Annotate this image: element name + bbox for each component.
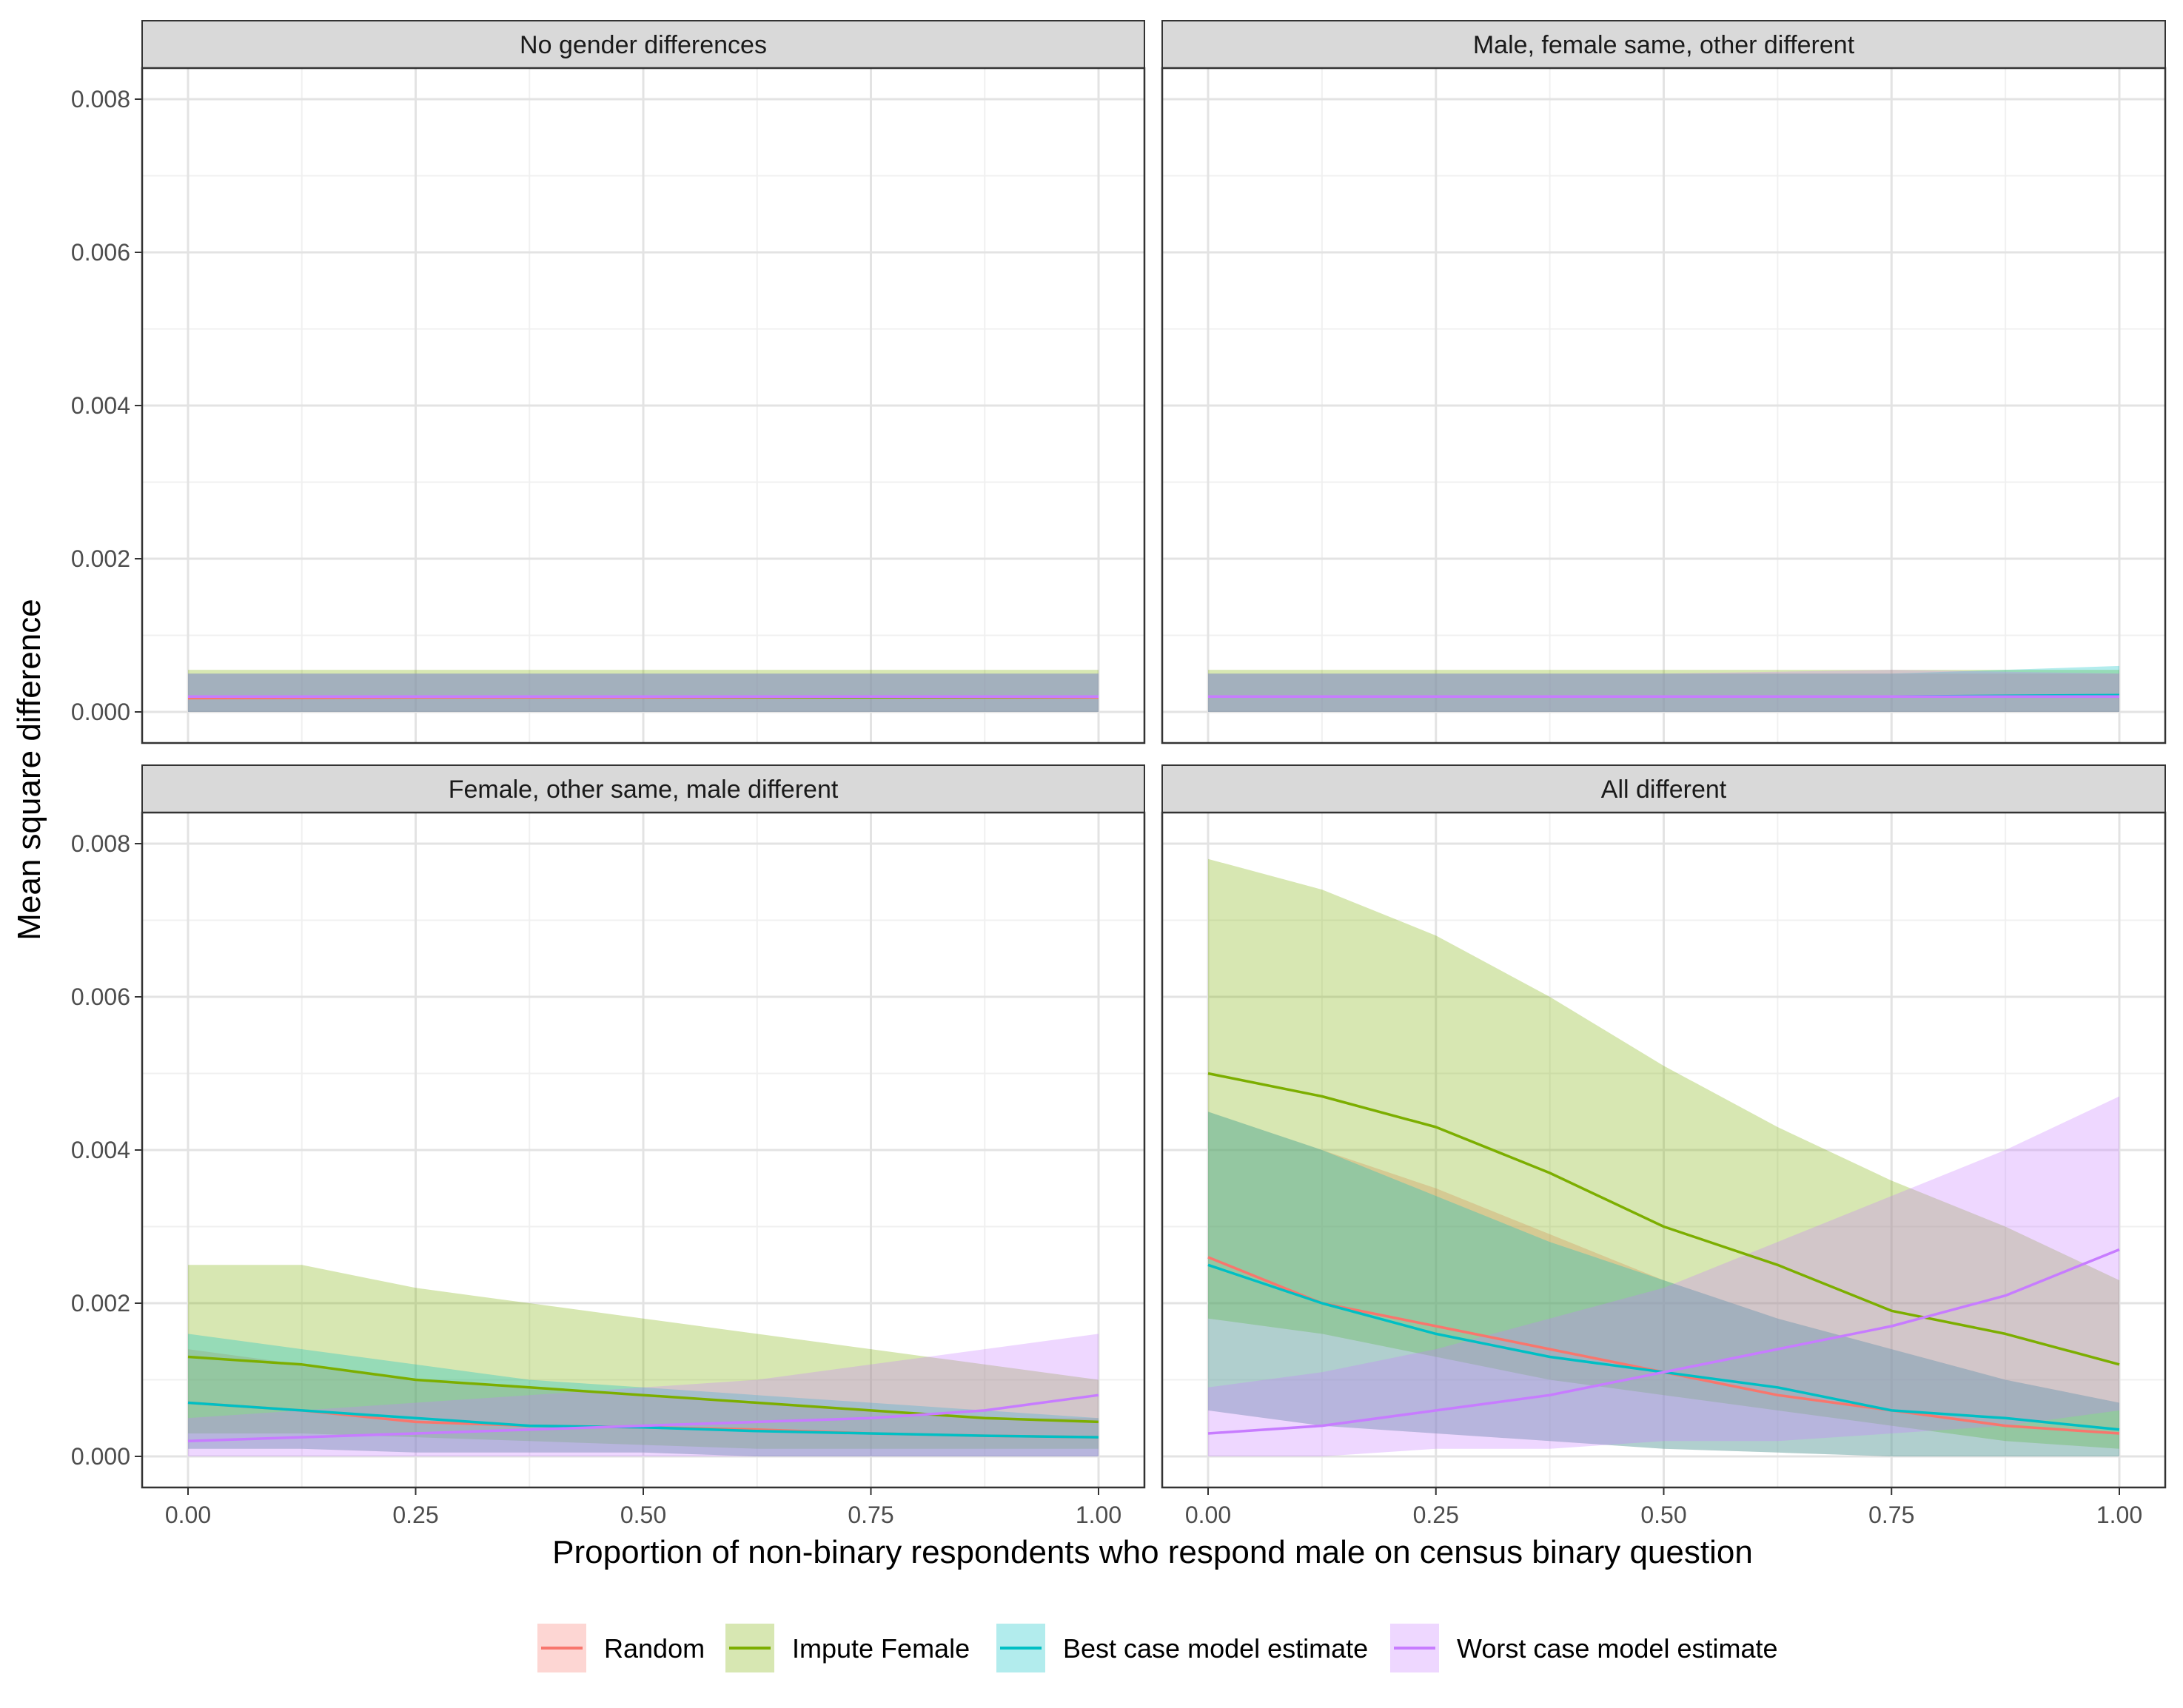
y-tick-label: 0.004: [71, 1137, 130, 1163]
ribbon-worst-case-model-estimate: [188, 673, 1099, 712]
x-tick-label: 1.00: [2096, 1502, 2142, 1528]
y-tick-label: 0.002: [71, 545, 130, 572]
ribbon-worst-case-model-estimate: [1208, 670, 2119, 712]
ribbon-random: [188, 673, 1099, 712]
x-tick-label: 0.50: [1640, 1502, 1686, 1528]
legend-item-random: Random: [537, 1624, 705, 1672]
y-tick-label: 0.008: [71, 830, 130, 857]
ribbon-impute-female: [1208, 670, 2119, 712]
facet-panel-all-different: All different 0.00 0.25 0.50 0.75 1.00: [1161, 764, 2167, 1528]
ribbon-best-case-model-estimate: [1208, 1112, 2119, 1456]
ribbon-best-case-model-estimate: [1208, 665, 2119, 712]
panel-border: [1161, 67, 2167, 744]
facet-panel-no-gender-differences: No gender differences 0.000 0.002 0.004 0.00…: [71, 20, 1146, 744]
x-tick-label: 0.50: [620, 1502, 666, 1528]
facet-strip-title: All different: [1601, 776, 1727, 804]
x-tick-label: 0.25: [392, 1502, 438, 1528]
facet-strip-title: No gender differences: [520, 31, 767, 59]
legend-label: Random: [604, 1633, 705, 1664]
y-tick-label: 0.006: [71, 984, 130, 1010]
x-tick-label: 1.00: [1076, 1502, 1121, 1528]
y-tick-label: 0.006: [71, 239, 130, 266]
gridlines: [142, 813, 1144, 1487]
x-tick-label: 0.25: [1413, 1502, 1459, 1528]
gridlines: [142, 68, 1144, 743]
ribbon-impute-female: [188, 1265, 1099, 1449]
y-tick-label: 0.000: [71, 699, 130, 725]
gridlines: [1162, 68, 2165, 743]
series-line-worst-case-model-estimate: [1207, 1248, 2120, 1435]
x-axis-title: Proportion of non-binary respondents who…: [552, 1534, 1753, 1570]
legend-item-impute-female: Impute Female: [725, 1624, 970, 1672]
facet-strip-title: Female, other same, male different: [449, 776, 839, 804]
chart-legend: Random Impute Female Best case model estim…: [537, 1624, 1778, 1672]
legend-label: Impute Female: [792, 1633, 970, 1664]
ribbon-random: [188, 1349, 1099, 1456]
ribbon-random: [1208, 673, 2119, 712]
legend-label: Worst case model estimate: [1457, 1633, 1778, 1664]
y-tick-label: 0.002: [71, 1290, 130, 1317]
series-line-worst-case-model-estimate: [187, 1393, 1099, 1443]
series-line-impute-female: [1207, 1072, 2120, 1366]
facet-panels: No gender differences 0.000 0.002 0.004 0.00…: [71, 20, 2167, 1528]
ribbon-impute-female: [188, 670, 1099, 712]
y-tick-label: 0.000: [71, 1443, 130, 1470]
y-tick-label: 0.004: [71, 392, 130, 419]
facet-panel-male-female-same-other-different: Male, female same, other different: [1161, 20, 2167, 744]
y-axis-title: Mean square difference: [11, 599, 47, 940]
x-tick-label: 0.00: [165, 1502, 211, 1528]
legend-item-best-case-model-estimate: Best case model estimate: [996, 1624, 1368, 1672]
ribbon-best-case-model-estimate: [188, 673, 1099, 712]
x-tick-label: 0.00: [1185, 1502, 1231, 1528]
y-tick-label: 0.008: [71, 86, 130, 112]
series-line-impute-female: [187, 1355, 1099, 1424]
ribbon-worst-case-model-estimate: [1208, 1096, 2119, 1456]
ribbon-random: [1208, 1112, 2119, 1456]
facet-strip-title: Male, female same, other different: [1473, 31, 1855, 59]
facet-strip: [1161, 20, 2166, 69]
legend-label: Best case model estimate: [1063, 1633, 1368, 1664]
x-tick-label: 0.75: [848, 1502, 893, 1528]
legend-item-worst-case-model-estimate: Worst case model estimate: [1390, 1624, 1778, 1672]
facet-strip: [141, 20, 1145, 69]
series-line-best-case-model-estimate: [187, 1401, 1099, 1439]
facet-panel-female-other-same-male-different: Female, other same, male different 0.000 0…: [71, 764, 1146, 1528]
ribbon-impute-female: [1208, 858, 2119, 1449]
x-tick-label: 0.75: [1868, 1502, 1914, 1528]
